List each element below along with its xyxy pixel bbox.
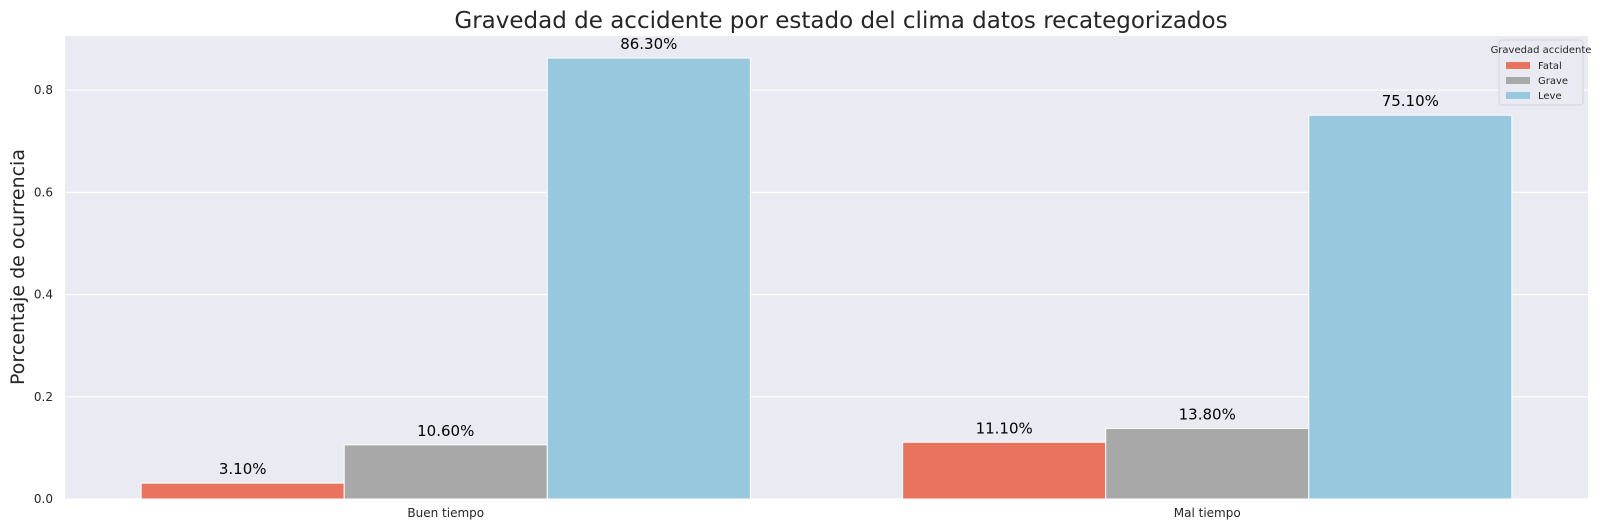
data-label: 3.10% bbox=[219, 460, 267, 478]
legend-box bbox=[1498, 39, 1584, 106]
x-tick-label: Mal tiempo bbox=[1174, 506, 1241, 520]
data-label: 11.10% bbox=[976, 419, 1033, 437]
bar-grave bbox=[1105, 427, 1310, 500]
legend-swatch-fatal bbox=[1506, 62, 1530, 69]
bar-leve bbox=[1308, 114, 1513, 500]
legend-label-fatal: Fatal bbox=[1538, 61, 1562, 72]
bar-grave bbox=[343, 444, 548, 500]
legend-swatch-leve bbox=[1506, 92, 1530, 99]
legend: Gravedad accidente Fatal Grave Leve bbox=[1491, 39, 1592, 106]
bars bbox=[140, 57, 1513, 500]
data-label: 10.60% bbox=[417, 422, 474, 440]
y-tick-label: 0.4 bbox=[34, 288, 53, 302]
bar-fatal bbox=[902, 441, 1107, 500]
data-label: 75.10% bbox=[1382, 92, 1439, 110]
legend-title: Gravedad accidente bbox=[1491, 45, 1592, 56]
y-tick-label: 0.8 bbox=[34, 83, 53, 97]
legend-entries: Fatal Grave Leve bbox=[1506, 61, 1568, 102]
legend-label-leve: Leve bbox=[1538, 91, 1562, 102]
bar-fatal bbox=[140, 482, 345, 500]
legend-swatch-grave bbox=[1506, 77, 1530, 84]
x-axis-ticks: Buen tiempo Mal tiempo bbox=[407, 506, 1240, 520]
legend-label-grave: Grave bbox=[1538, 76, 1568, 87]
y-tick-label: 0.6 bbox=[34, 185, 53, 199]
y-tick-label: 0.0 bbox=[34, 492, 53, 506]
y-tick-label: 0.2 bbox=[34, 390, 53, 404]
bar-leve bbox=[546, 57, 751, 500]
y-axis-ticks: 0.0 0.2 0.4 0.6 0.8 bbox=[34, 83, 53, 506]
data-label: 86.30% bbox=[620, 35, 677, 53]
data-labels: 3.10% 10.60% 86.30% 11.10% 13.80% 75.10% bbox=[219, 35, 1439, 478]
data-label: 13.80% bbox=[1179, 405, 1236, 423]
x-tick-label: Buen tiempo bbox=[407, 506, 484, 520]
chart-title: Gravedad de accidente por estado del cli… bbox=[454, 8, 1227, 34]
y-axis-label: Porcentaje de ocurrencia bbox=[7, 149, 29, 385]
